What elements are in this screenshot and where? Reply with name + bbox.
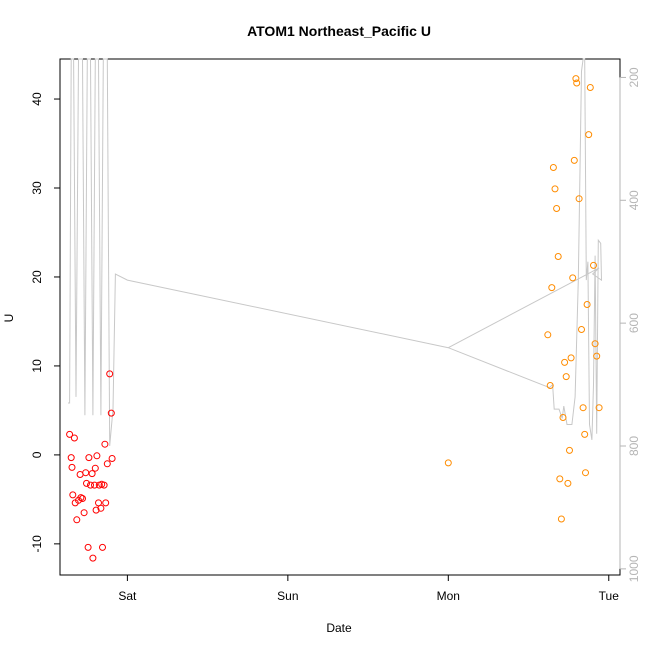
data-point (548, 284, 556, 292)
y2-tick-label: 600 (627, 313, 641, 333)
data-point (585, 131, 593, 139)
data-point (562, 373, 570, 381)
data-point (93, 452, 101, 460)
y-tick-label: 30 (30, 181, 44, 195)
data-point (84, 543, 92, 551)
y2-tick-label: 400 (627, 190, 641, 210)
data-point (107, 409, 115, 417)
data-point (79, 495, 86, 502)
data-point (444, 459, 452, 467)
y2-tick-label: 200 (627, 67, 641, 87)
data-point (66, 430, 74, 438)
data-point (549, 164, 557, 171)
data-point (583, 301, 591, 308)
y2-axis: 200 400 600 800 1000 (619, 67, 641, 582)
data-point (553, 205, 561, 212)
data-point (82, 469, 90, 477)
data-point (572, 75, 580, 83)
data-point (67, 454, 75, 462)
plot-frame (59, 58, 621, 576)
data-point (69, 491, 77, 499)
data-point (97, 504, 105, 512)
data-point (99, 543, 106, 551)
depth-line (68, 58, 603, 447)
data-point (103, 460, 111, 468)
data-point (89, 554, 97, 562)
data-point (582, 469, 589, 477)
data-point (108, 455, 116, 462)
data-point (91, 464, 99, 472)
data-point (570, 156, 578, 164)
data-point (91, 481, 98, 489)
y-tick-label: 10 (30, 359, 44, 373)
data-point (73, 516, 81, 524)
data-point (581, 430, 589, 438)
data-point (68, 463, 76, 471)
data-point (591, 340, 599, 348)
x-axis: Sat Sun Mon Tue (118, 574, 620, 603)
data-point (590, 261, 597, 269)
chart-title: ATOM1 Northeast_Pacific U (247, 23, 431, 39)
data-point (561, 358, 569, 366)
depth-line-layer (68, 58, 603, 447)
data-point (100, 481, 108, 489)
data-point (579, 404, 587, 412)
x-tick-label: Mon (437, 589, 460, 603)
data-point (83, 479, 90, 487)
data-point (559, 414, 567, 421)
data-point (85, 454, 93, 462)
y-tick-label: 0 (30, 451, 44, 458)
x-tick-label: Sat (118, 589, 137, 603)
y-tick-label: 40 (30, 92, 44, 106)
data-point (554, 253, 562, 260)
data-point (88, 470, 96, 478)
x-tick-label: Sun (277, 589, 298, 603)
data-point (556, 475, 564, 483)
y-axis: -10 0 10 20 30 40 (30, 92, 61, 553)
data-point (575, 195, 583, 203)
data-point (557, 515, 565, 523)
y2-tick-label: 800 (627, 436, 641, 456)
data-point (76, 471, 84, 478)
y2-tick-label: 1000 (627, 555, 641, 582)
data-point (578, 326, 585, 333)
data-point (102, 499, 110, 507)
data-point (92, 506, 100, 514)
data-point (544, 331, 552, 339)
data-point (567, 354, 575, 362)
data-point (106, 370, 114, 378)
data-point (586, 84, 594, 91)
data-point (566, 446, 573, 454)
data-point (546, 382, 554, 389)
data-point (70, 434, 78, 442)
x-tick-label: Tue (599, 589, 620, 603)
y-tick-label: -10 (30, 535, 44, 553)
data-point (564, 479, 572, 487)
y-tick-label: 20 (30, 270, 44, 284)
data-point (101, 440, 109, 448)
data-point (593, 352, 601, 360)
data-point (569, 274, 577, 282)
y-axis-label: U (2, 314, 16, 323)
data-point (80, 509, 88, 517)
data-points-layer (66, 75, 603, 562)
data-point (573, 79, 581, 87)
x-axis-label: Date (326, 621, 352, 635)
data-point (87, 481, 94, 489)
data-point (595, 404, 603, 412)
data-point (551, 185, 559, 193)
